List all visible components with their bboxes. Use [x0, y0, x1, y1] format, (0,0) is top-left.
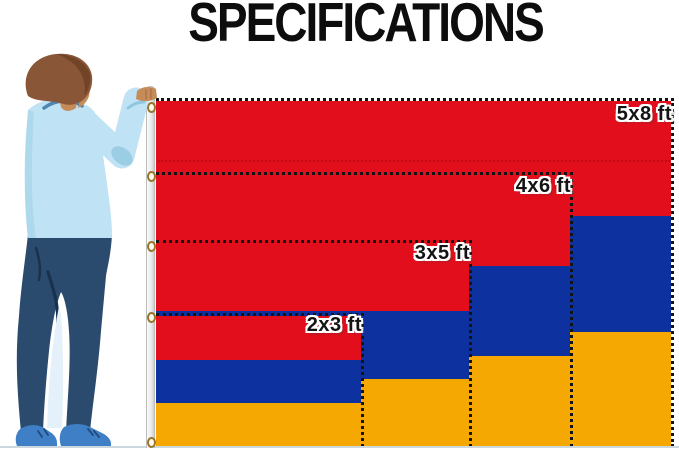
- shoe-left: [15, 425, 57, 446]
- size-label-2x3: 2x3 ft: [306, 314, 362, 336]
- flag-outline-2x3: [156, 313, 364, 448]
- leg-gap-highlight: [47, 306, 64, 428]
- hair-shape: [25, 53, 93, 105]
- finger-lines: [145, 88, 152, 100]
- flag-stripe-blue: [156, 359, 361, 404]
- elbow-shade: [111, 146, 133, 166]
- size-label-4x6: 4x6 ft: [515, 175, 571, 197]
- flag-stripe-red: [156, 243, 469, 311]
- shirt-shade-edge: [25, 110, 36, 238]
- pants-shape: [16, 234, 113, 432]
- page-title: SPECIFICATIONS: [188, 0, 545, 53]
- person-illustration: [15, 53, 157, 446]
- grommet-icon: [147, 437, 156, 448]
- floor-line: [0, 446, 679, 448]
- grommet-icon: [147, 312, 156, 323]
- shoe-lace-marks: [37, 428, 100, 438]
- grommet-icon: [147, 241, 156, 252]
- grommet-icon: [147, 102, 156, 113]
- flag-stripe-red: [156, 316, 361, 360]
- flag-seam-line: [158, 160, 670, 162]
- size-label-5x8: 5x8 ft: [616, 103, 672, 125]
- shoe-right: [59, 424, 111, 446]
- cuff-line: [126, 100, 146, 110]
- hair-dark-shade: [56, 54, 91, 96]
- pants-crease-line: [34, 246, 42, 282]
- flagpole: [146, 86, 155, 448]
- flag-stripe-orange: [156, 403, 361, 448]
- size-label-3x5: 3x5 ft: [414, 242, 470, 264]
- grommet-icon: [147, 171, 156, 182]
